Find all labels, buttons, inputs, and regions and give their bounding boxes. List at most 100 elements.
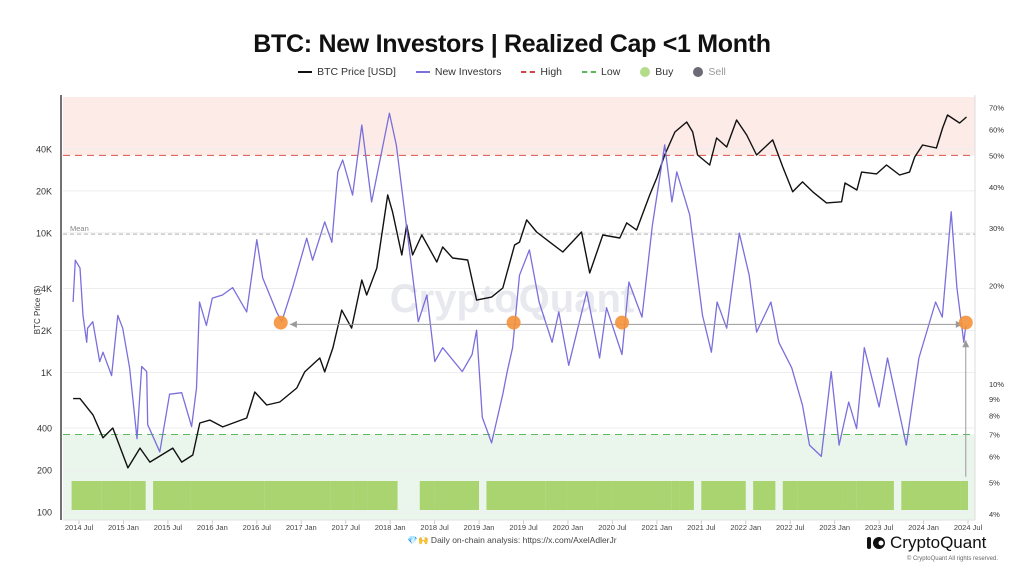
buy-signal-bar — [367, 481, 398, 510]
buy-signal-bar — [701, 481, 746, 510]
x-tick-label: 2023 Jul — [865, 523, 894, 532]
legend-item-sell[interactable]: Sell — [693, 66, 726, 78]
right-tick-label: 5% — [989, 478, 1000, 487]
legend: BTC Price [USD] New Investors High Low B… — [0, 66, 1024, 78]
chart-title: BTC: New Investors | Realized Cap <1 Mon… — [253, 30, 771, 58]
right-tick-label: 9% — [989, 395, 1000, 404]
buy-signal-bar — [679, 481, 694, 510]
buy-signal-bar — [353, 481, 368, 510]
legend-label: Low — [601, 66, 621, 78]
buy-signal-bar — [797, 481, 843, 510]
right-tick-label: 60% — [989, 125, 1004, 134]
cryptoquant-logo: CryptoQuant — [866, 533, 986, 553]
right-tick-label: 20% — [989, 281, 1004, 290]
x-tick-label: 2014 Jul — [65, 523, 94, 532]
legend-label: New Investors — [434, 66, 502, 78]
cryptoquant-logo-icon — [867, 537, 885, 549]
right-tick-label: 10% — [989, 380, 1004, 389]
btc-price-line — [73, 114, 967, 469]
buy-signal-bar — [419, 481, 435, 510]
highlight-point — [273, 315, 288, 330]
buy-signal-bar — [597, 481, 613, 510]
buy-signal-bar — [153, 481, 191, 510]
highlight-point — [615, 315, 630, 330]
buy-signal-bar — [671, 481, 680, 510]
right-tick-label: 40% — [989, 183, 1004, 192]
buy-signal-bar — [486, 481, 546, 510]
right-tick-label: 7% — [989, 431, 1000, 440]
buy-signal-bar — [782, 481, 798, 510]
x-tick-label: 2018 Jul — [420, 523, 449, 532]
x-tick-label: 2024 Jul — [954, 523, 983, 532]
x-tick-label: 2017 Jul — [332, 523, 361, 532]
copyright: © CryptoQuant All rights reserved. — [906, 556, 998, 562]
right-tick-label: 8% — [989, 412, 1000, 421]
left-tick-label: 4K — [41, 284, 52, 294]
buy-signal-bar — [116, 481, 131, 510]
left-tick-label: 1K — [41, 368, 52, 378]
high-zone — [63, 97, 975, 156]
x-tick-label: 2015 Jan — [108, 523, 139, 532]
buy-signal-bar — [960, 481, 968, 510]
left-tick-label: 100 — [37, 508, 52, 518]
legend-item-high[interactable]: High — [521, 66, 562, 78]
buy-signal-bar — [241, 481, 265, 510]
right-tick-label: 30% — [989, 224, 1004, 233]
x-tick-label: 2016 Jul — [243, 523, 272, 532]
x-tick-label: 2021 Jul — [687, 523, 716, 532]
legend-label: Sell — [708, 66, 726, 78]
dash-swatch-icon — [582, 71, 597, 73]
highlight-point — [958, 315, 973, 330]
left-tick-label: 40K — [36, 144, 52, 154]
left-tick-label: 2K — [41, 326, 52, 336]
left-tick-label: 10K — [36, 228, 52, 238]
right-tick-label: 4% — [989, 510, 1000, 519]
line-swatch-icon — [298, 71, 313, 73]
mean-label: Mean — [70, 224, 89, 233]
x-tick-label: 2015 Jul — [154, 523, 183, 532]
highlight-point — [506, 315, 521, 330]
buy-signal-bar — [916, 481, 961, 510]
buy-signal-bar — [79, 481, 102, 510]
left-tick-label: 200 — [37, 465, 52, 475]
buy-signal-bar — [753, 481, 776, 510]
x-tick-label: 2019 Jul — [509, 523, 538, 532]
x-tick-label: 2019 Jan — [464, 523, 495, 532]
buy-signal-bar — [204, 481, 250, 510]
left-axis-label: BTC Price ($) — [33, 285, 42, 334]
x-tick-label: 2020 Jan — [553, 523, 584, 532]
line-swatch-icon — [415, 71, 430, 73]
x-tick-label: 2016 Jan — [197, 523, 228, 532]
buy-signal-bar — [308, 481, 331, 510]
logo-text: CryptoQuant — [890, 533, 987, 552]
buy-signal-bar — [545, 481, 568, 510]
arrow-head-left-icon — [289, 320, 297, 328]
legend-item-btc-price[interactable]: BTC Price [USD] — [298, 66, 396, 78]
footer-link[interactable]: 💎🙌 Daily on-chain analysis: https://x.co… — [407, 535, 617, 545]
x-tick-label: 2017 Jan — [286, 523, 317, 532]
right-tick-label: 50% — [989, 151, 1004, 160]
x-tick-label: 2020 Jul — [598, 523, 627, 532]
buy-signal-bar — [130, 481, 146, 510]
legend-item-low[interactable]: Low — [582, 66, 620, 78]
buy-signal-bar — [567, 481, 598, 510]
legend-item-new-investors[interactable]: New Investors — [415, 66, 502, 78]
legend-item-buy[interactable]: Buy — [640, 66, 673, 78]
legend-label: Buy — [655, 66, 674, 78]
right-tick-label: 70% — [989, 104, 1004, 113]
buy-signal-bar — [330, 481, 354, 510]
dot-swatch-icon — [640, 67, 651, 77]
buy-signal-bar — [264, 481, 280, 510]
x-tick-label: 2021 Jan — [641, 523, 672, 532]
buy-signal-bar — [842, 481, 857, 510]
legend-label: High — [540, 66, 563, 78]
right-tick-label: 6% — [989, 452, 1000, 461]
dash-swatch-icon — [521, 71, 536, 73]
x-tick-label: 2022 Jan — [730, 523, 761, 532]
x-tick-label: 2018 Jan — [375, 523, 406, 532]
watermark: CryptoQuant — [390, 277, 634, 321]
x-tick-label: 2023 Jan — [819, 523, 850, 532]
x-tick-label: 2024 Jan — [908, 523, 939, 532]
left-tick-label: 400 — [37, 423, 52, 433]
